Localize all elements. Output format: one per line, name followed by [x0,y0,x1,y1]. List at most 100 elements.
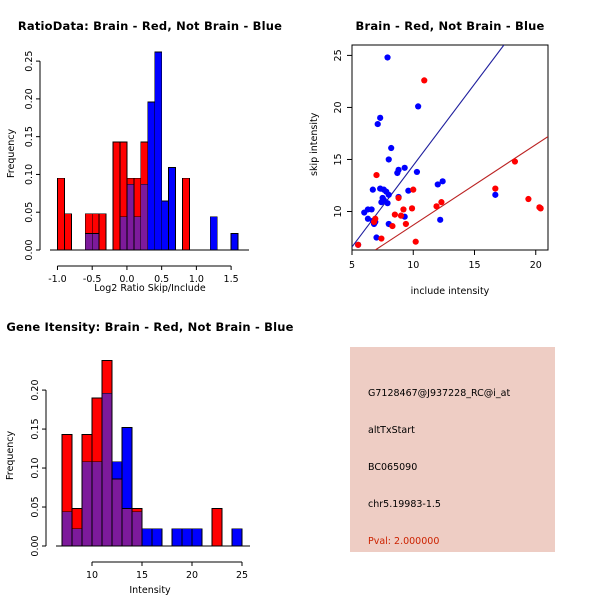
ratio-histogram-bar [98,213,107,251]
gene-histogram-bar [151,528,163,547]
ratio-histogram-y-tick-label: 0.10 [24,164,35,185]
ratio-histogram-y-tick-label: 0.15 [24,126,35,147]
scatter-point [492,191,499,198]
scatter-point [369,186,376,193]
gene-histogram-xlabel: Intensity [129,585,171,596]
ratio-histogram-x-tick-label: -1.0 [48,274,67,285]
scatter-point [492,185,499,192]
ratio-histogram-bar-overlap [119,216,128,251]
ratio-histogram-bar-overlap [126,183,135,251]
scatter-point [434,181,441,188]
scatter-point [433,203,440,210]
ratio-histogram-x-tick-label: 1.5 [224,274,239,285]
panel-gene-histogram: Gene Itensity: Brain - Red, Not Brain - … [0,300,300,600]
scatter-point [374,120,381,128]
ratio-histogram-ylabel: Frequency [6,128,17,178]
ratio-histogram-bar [140,141,149,185]
gene-histogram-y-tick-label: 0.05 [30,496,41,517]
gene-histogram-y-tick-label: 0.20 [30,380,41,401]
ratio-histogram-canvas: -1.0 -0.5 0.0 0.5 1.0 1.5 0.00 0.05 0.10 0.15 0.20… [24,51,249,285]
gene-histogram-bar-overlap [81,461,93,547]
gene-histogram-bar [101,360,113,394]
gene-info-panel: G7128467@J937228_RC@i_at altTxStart BC06… [350,347,555,552]
gene-histogram-bar [71,508,83,530]
scatter-y-tick-label: 25 [333,49,344,61]
scatter-point [378,235,385,242]
gene-histogram-x-tick-label: 15 [136,570,148,581]
gene-histogram-bar [141,528,153,547]
gene-histogram-bar-overlap [101,392,113,547]
ratio-histogram-bar-overlap [133,216,142,251]
ratio-histogram-bar [91,213,100,234]
scatter-point [401,164,408,171]
scatter-point [437,216,444,223]
ratio-histogram-bar [57,177,65,251]
gene-histogram-bar-overlap [111,478,123,547]
scatter-fit-line [374,136,548,250]
gene-histogram-y-tick-label: 0.00 [30,535,41,556]
scatter-x-tick-label: 5 [349,260,355,271]
scatter-y-tick-label: 10 [333,205,344,217]
ratio-histogram-x-tick-label: -0.5 [83,274,102,285]
ratio-histogram-bar [154,51,163,251]
gene-histogram-bar [81,434,93,463]
scatter-x-tick-label: 20 [530,260,542,271]
scatter-point [385,156,392,163]
ratio-histogram-bar [230,232,239,251]
panel-scatter: Brain - Red, Not Brain - Blue skip inten… [300,0,600,300]
scatter-point [394,169,401,177]
gene-histogram-bar [61,434,73,513]
scatter-content [352,45,548,250]
ratio-histogram-y-tick-label: 0.05 [24,202,35,223]
scatter-point [511,158,519,165]
ratio-histogram-bar [119,141,128,218]
scatter-y-tick-label: 15 [333,153,344,165]
scatter-point [364,215,372,222]
gene-histogram-canvas: 10 15 20 25 0.00 0.05 0.10 0.15 0.20 [30,360,250,581]
gene-histogram-bar [181,528,193,547]
info-pval: Pval: 2.000000 [368,536,440,547]
ratio-histogram-bar [64,213,72,251]
ratio-histogram-xlabel: Log2 Ratio Skip/Include [94,283,206,294]
ratio-histogram-y-tick-label: 0.00 [24,239,35,260]
ratio-histogram-x-tick-label: 0.0 [119,274,134,285]
scatter-point [439,178,446,185]
scatter-point [400,206,407,213]
scatter-point [385,191,392,198]
scatter-point [389,222,396,230]
gene-histogram-bar [131,508,143,513]
scatter-title: Brain - Red, Not Brain - Blue [355,19,545,33]
ratio-histogram-bar [168,167,176,251]
ratio-histogram-y-tick-label: 0.25 [24,51,35,72]
scatter-point [402,220,409,228]
panel-ratio-histogram: RatioData: Brain - Red, Not Brain - Blue… [0,0,300,300]
scatter-point [388,144,395,152]
gene-histogram-y-tick-label: 0.15 [30,418,41,439]
ratio-histogram-bar [182,177,190,251]
gene-histogram-bar-overlap [61,511,73,547]
scatter-fit-line [352,45,505,248]
info-event-type: altTxStart [368,425,415,436]
ratio-histogram-bar [161,200,169,251]
scatter-plot-box [351,44,549,251]
gene-histogram-y-tick-label: 0.10 [30,457,41,478]
scatter-point [378,199,385,206]
ratio-histogram-bar [133,177,142,218]
scatter-point [384,200,391,207]
gene-histogram-x-tick-label: 10 [86,570,98,581]
scatter-ylabel: skip intensity [309,112,320,176]
info-accession: BC065090 [368,462,418,473]
ratio-histogram-bar [126,177,135,185]
scatter-point [355,241,362,248]
scatter-point [415,103,422,110]
gene-histogram-bar-overlap [71,528,83,547]
gene-histogram-x-tick-label: 25 [236,570,248,581]
scatter-point [413,168,421,176]
scatter-point [373,171,380,179]
gene-histogram-bar [121,427,133,509]
scatter-point [537,205,544,212]
gene-histogram-bar [191,528,203,547]
scatter-x-tick-label: 15 [468,260,480,271]
scatter-point [373,234,380,241]
